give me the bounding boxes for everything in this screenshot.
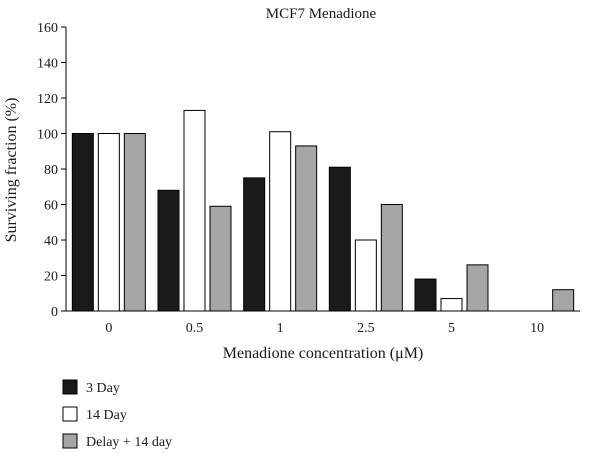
x-axis-label: Menadione concentration (μM) [223,345,424,362]
y-tick-label: 120 [37,92,58,107]
x-tick-label: 10 [530,321,544,336]
y-tick-label: 60 [44,199,58,214]
bar-2.5-delay-14-day [380,204,403,312]
y-tick-label: 80 [44,163,58,178]
chart-title: MCF7 Menadione [266,6,377,22]
bars [71,109,575,312]
y-tick-label: 140 [37,57,58,72]
legend-label: Delay + 14 day [86,435,172,450]
legend-swatch [62,433,78,449]
y-axis-ticks: 0 20 40 60 80 100 120 140 160 [37,21,66,320]
bar-5-3-day [414,278,437,312]
bar-0-3-day [71,133,94,312]
legend: 3 Day 14 Day Delay + 14 day [62,379,172,450]
x-tick-label: 2.5 [357,321,375,336]
x-tick-label: 0 [105,321,112,336]
legend-label: 14 Day [86,408,127,423]
y-tick-label: 20 [44,270,58,285]
bar-1-3-day [243,177,266,312]
y-axis-label: Surviving fraction (%) [3,98,20,243]
x-tick-label: 1 [277,321,284,336]
x-tick-label: 0.5 [186,321,204,336]
bar-0-delay-14-day [123,133,146,312]
bar-5-delay-14-day [466,264,489,312]
bar-10-delay-14-day [552,289,575,312]
bar-0.5-14-day [183,109,206,312]
bar-1-delay-14-day [295,145,318,312]
legend-swatch [62,379,78,395]
bar-2.5-3-day [328,166,351,312]
y-tick-label: 100 [37,128,58,143]
bar-1-14-day [269,131,292,312]
x-tick-label: 5 [448,321,455,336]
bar-0.5-3-day [157,189,180,312]
bar-0.5-delay-14-day [209,205,232,312]
y-tick-label: 0 [51,305,58,320]
bar-5-14-day [440,298,463,312]
bar-2.5-14-day [354,239,377,312]
bar-0-14-day [97,133,120,312]
y-tick-label: 160 [37,21,58,36]
legend-swatch [62,406,78,422]
x-axis-ticks: 0 0.5 1 2.5 5 10 [105,321,544,336]
legend-label: 3 Day [86,381,120,396]
y-tick-label: 40 [44,234,58,249]
